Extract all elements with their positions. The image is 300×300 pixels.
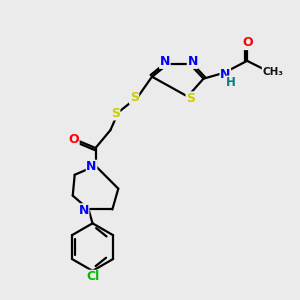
Text: N: N xyxy=(78,204,89,217)
Text: O: O xyxy=(243,37,254,50)
Text: Cl: Cl xyxy=(86,270,99,283)
Text: N: N xyxy=(220,68,230,81)
Text: N: N xyxy=(86,160,97,173)
Text: S: S xyxy=(130,91,139,104)
Text: S: S xyxy=(186,92,195,105)
Text: S: S xyxy=(111,107,120,120)
Text: O: O xyxy=(68,133,79,146)
Text: H: H xyxy=(226,76,236,89)
Text: N: N xyxy=(188,55,198,68)
Text: CH₃: CH₃ xyxy=(262,67,284,77)
Text: N: N xyxy=(160,55,170,68)
